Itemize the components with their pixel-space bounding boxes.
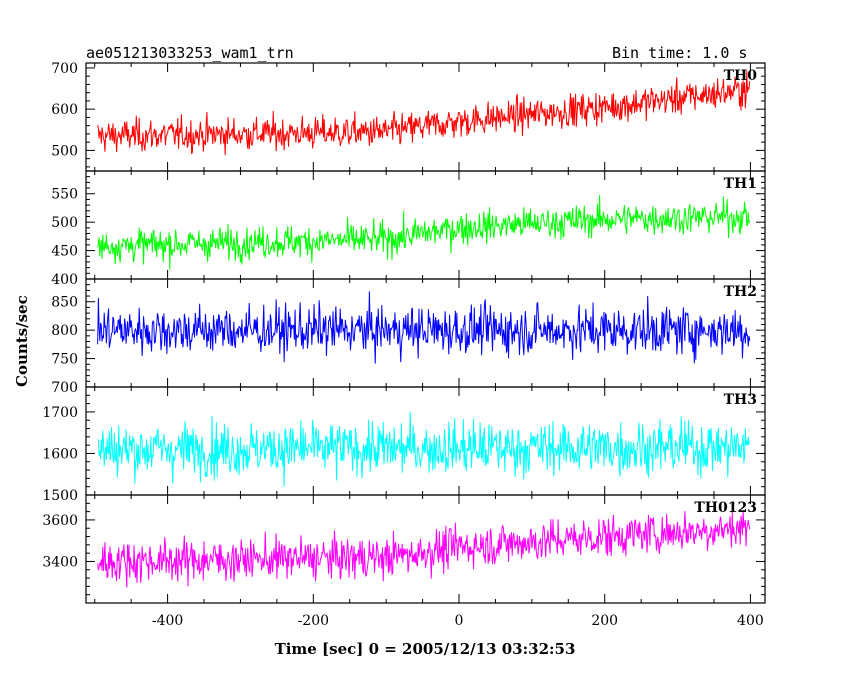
- series-th3: [97, 411, 751, 487]
- x-tick-label: 400: [737, 613, 764, 629]
- y-tick-label: 3600: [42, 513, 78, 529]
- y-tick-label: 550: [51, 187, 78, 203]
- series-th0123: [97, 511, 751, 588]
- series-th1: [97, 195, 751, 270]
- y-tick-label: 850: [51, 295, 78, 311]
- y-tick-label: 3400: [42, 554, 78, 570]
- panel-label-th0123: TH0123: [694, 500, 757, 516]
- y-tick-label: 800: [51, 323, 78, 339]
- panel-frame-th0123: [85, 494, 766, 604]
- bin-time-label: Bin time: 1.0 s: [612, 44, 748, 62]
- y-tick-label: 600: [51, 102, 78, 118]
- panel-label-th0: TH0: [724, 68, 758, 84]
- series-th0: [97, 70, 751, 156]
- panel-frame-th1: [85, 170, 766, 280]
- y-tick-label: 1600: [42, 446, 78, 462]
- panel-label-th3: TH3: [724, 392, 757, 408]
- y-tick-label: 450: [51, 244, 78, 260]
- y-tick-label: 700: [51, 380, 78, 396]
- panel-label-th2: TH2: [724, 284, 757, 300]
- y-tick-label: 500: [51, 215, 78, 231]
- y-tick-label: 1500: [42, 488, 78, 504]
- x-axis-label: Time [sec] 0 = 2005/12/13 03:32:53: [274, 640, 576, 658]
- y-tick-label: 400: [51, 272, 78, 288]
- x-tick-label: 200: [591, 613, 618, 629]
- x-tick-label: -200: [298, 613, 329, 629]
- y-tick-label: 500: [51, 143, 78, 159]
- series-th2: [97, 291, 751, 364]
- x-tick-label: 0: [455, 613, 464, 629]
- y-tick-label: 750: [51, 352, 78, 368]
- y-tick-label: 1700: [42, 405, 78, 421]
- y-tick-label: 700: [51, 61, 78, 77]
- x-tick-label: -400: [152, 613, 183, 629]
- chart-title: ae051213033253_wam1_trn: [86, 44, 294, 62]
- panel-label-th1: TH1: [724, 176, 757, 192]
